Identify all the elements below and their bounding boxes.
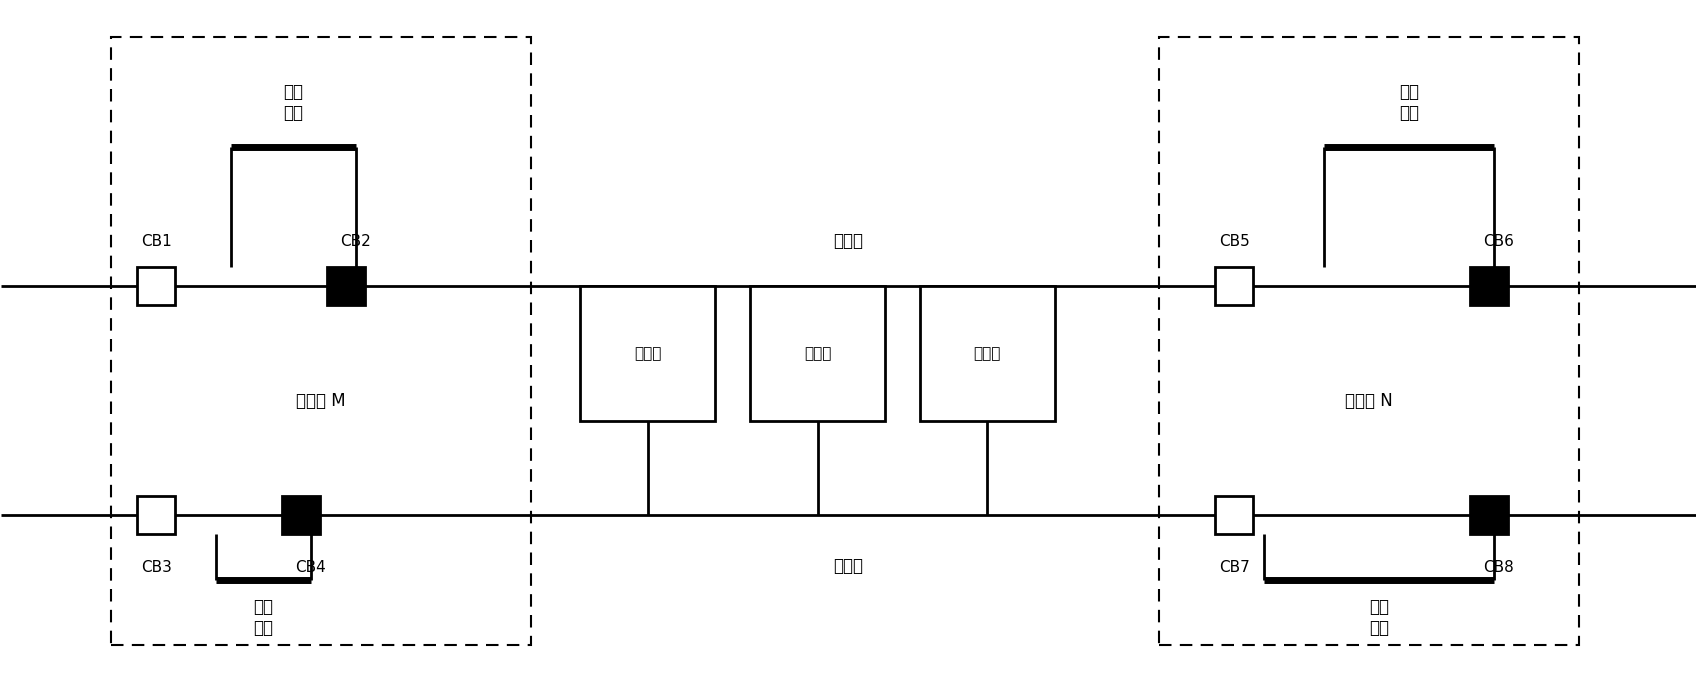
Bar xyxy=(580,286,714,420)
Bar xyxy=(920,286,1054,420)
Bar xyxy=(328,267,365,305)
Bar xyxy=(1215,267,1254,305)
Text: CB4: CB4 xyxy=(295,560,326,575)
Text: 自闭线: 自闭线 xyxy=(833,233,864,250)
Text: 自闭
母线: 自闭 母线 xyxy=(1398,83,1419,122)
Text: 控制箱: 控制箱 xyxy=(974,346,1001,361)
Bar xyxy=(1470,267,1509,305)
Bar xyxy=(1159,37,1578,645)
Text: 配电室 N: 配电室 N xyxy=(1346,391,1393,410)
Text: CB2: CB2 xyxy=(341,234,372,249)
Text: 贯通线: 贯通线 xyxy=(833,557,864,575)
Text: 控制箱: 控制箱 xyxy=(635,346,662,361)
Text: CB8: CB8 xyxy=(1483,560,1514,575)
Text: 控制箱: 控制箱 xyxy=(804,346,832,361)
Bar xyxy=(112,37,531,645)
Text: 配电室 M: 配电室 M xyxy=(295,391,346,410)
Text: 贯通
母线: 贯通 母线 xyxy=(1369,598,1390,637)
Bar xyxy=(750,286,884,420)
Text: CB1: CB1 xyxy=(141,234,171,249)
Bar xyxy=(1470,496,1509,534)
Text: CB6: CB6 xyxy=(1483,234,1514,249)
Bar xyxy=(137,496,175,534)
Text: CB3: CB3 xyxy=(141,560,171,575)
Text: 贯通
母线: 贯通 母线 xyxy=(253,598,273,637)
Text: 自闭
母线: 自闭 母线 xyxy=(283,83,304,122)
Bar xyxy=(282,496,319,534)
Text: CB5: CB5 xyxy=(1218,234,1249,249)
Bar xyxy=(137,267,175,305)
Bar xyxy=(1215,496,1254,534)
Text: CB7: CB7 xyxy=(1218,560,1249,575)
